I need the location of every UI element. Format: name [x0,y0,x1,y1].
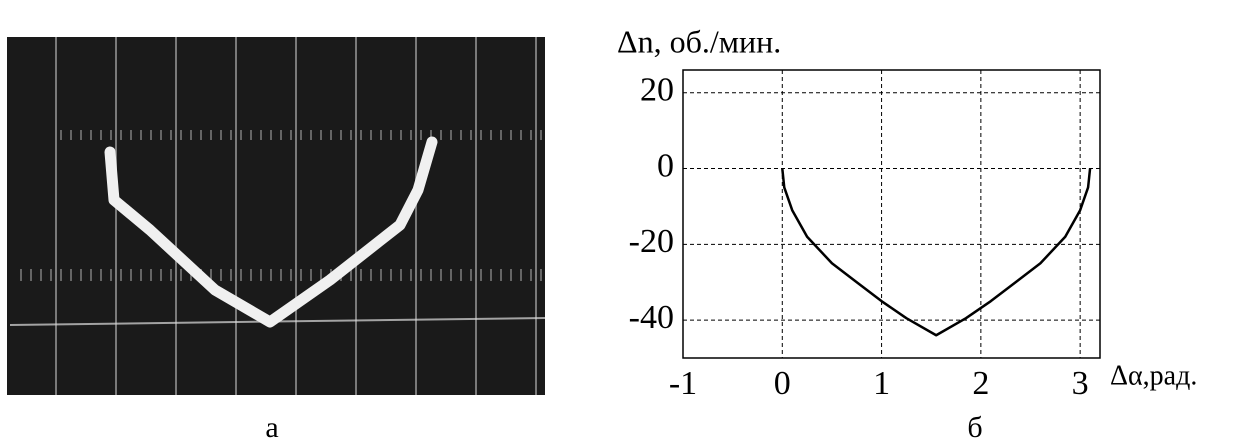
caption: а [265,411,278,444]
caption: б [967,411,982,444]
y-tick-label: 20 [640,72,674,109]
x-tick-label: 3 [1072,365,1089,402]
y-tick-label: -40 [629,299,674,336]
plot-frame [682,69,1101,359]
x-tick-label: 2 [972,365,989,402]
chart-title: Δn, об./мин. [617,23,781,59]
x-tick-label: 1 [873,365,890,402]
x-tick-label: -1 [669,365,697,402]
data-line [781,168,1092,337]
x-axis-label: Δα,рад. [1110,360,1197,391]
photo [7,37,546,395]
x-tick-label: 0 [774,365,791,402]
y-tick-label: -20 [629,223,674,260]
y-tick-label: 0 [657,147,674,184]
